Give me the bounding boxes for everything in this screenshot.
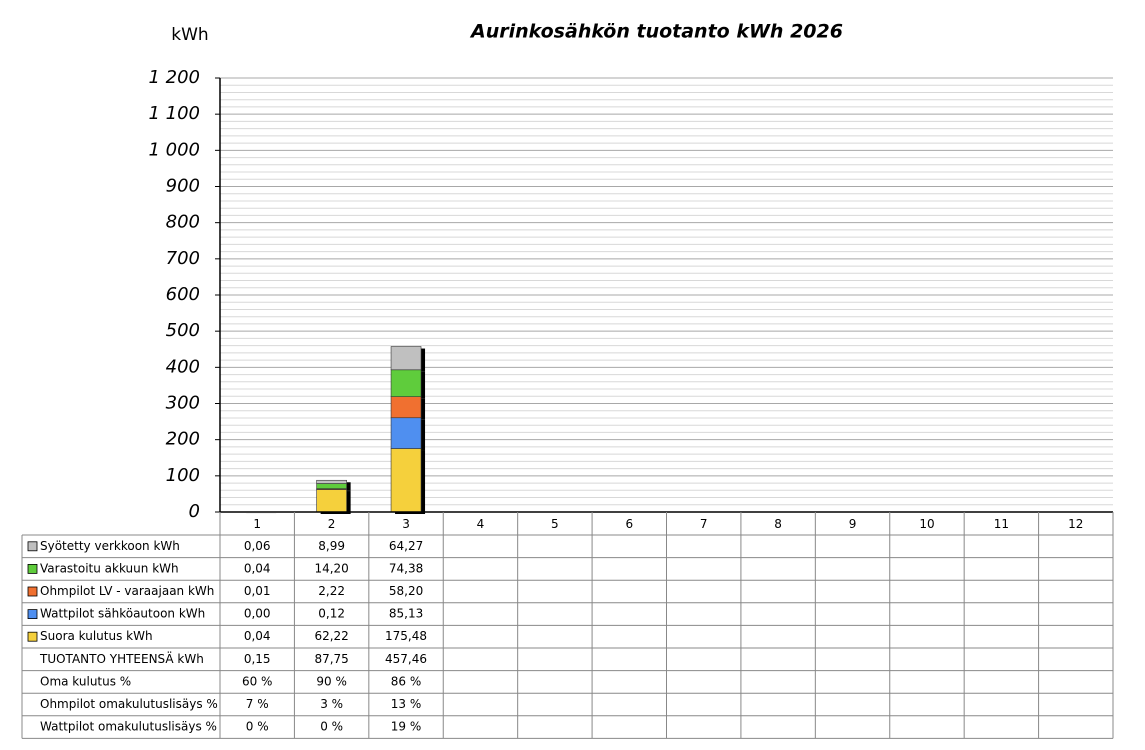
table-value: 0,04 (244, 561, 271, 575)
table-value: 175,48 (385, 629, 427, 643)
x-tick-label: 4 (477, 517, 485, 531)
bar-segment (316, 479, 347, 484)
x-tick-label: 11 (994, 517, 1009, 531)
table-value: 64,27 (389, 539, 423, 553)
y-tick-label: 200 (166, 429, 200, 450)
row-label: Ohmpilot omakulutuslisäys % (40, 697, 218, 711)
table-value: 7 % (246, 697, 269, 711)
table-value: 0 % (246, 720, 269, 734)
y-tick-label: 500 (166, 320, 200, 341)
bar-segment (390, 369, 422, 397)
legend-label: Varastoitu akkuun kWh (40, 561, 179, 575)
x-tick-label: 8 (774, 517, 782, 531)
table-value: 3 % (320, 697, 343, 711)
x-tick-label: 12 (1068, 517, 1083, 531)
table-value: 8,99 (318, 539, 345, 553)
bar-segment (390, 396, 422, 419)
table-value: 74,38 (389, 561, 423, 575)
legend-label: Syötetty verkkoon kWh (40, 539, 180, 553)
legend-swatch (27, 564, 38, 574)
table-value: 19 % (391, 720, 422, 734)
y-tick-label: 700 (166, 248, 200, 269)
y-tick-label: 1 000 (148, 139, 200, 160)
table-value: 0,12 (318, 607, 345, 621)
x-tick-label: 7 (700, 517, 708, 531)
bar-segment (390, 448, 422, 513)
legend-swatch (27, 586, 38, 597)
row-label: TUOTANTO YHTEENSÄ kWh (39, 651, 204, 666)
legend-swatch (27, 631, 38, 642)
y-tick-label: 600 (166, 284, 200, 305)
row-label: Oma kulutus % (40, 674, 131, 688)
y-tick-label: 0 (189, 501, 200, 522)
table-value: 0 % (320, 720, 343, 734)
chart-title: Aurinkosähkön tuotanto kWh 2026 (469, 21, 843, 43)
table-value: 2,22 (318, 584, 345, 598)
legend-label: Ohmpilot LV - varaajaan kWh (40, 584, 214, 598)
y-tick-label: 1 100 (148, 103, 200, 124)
y-tick-label: 300 (166, 393, 200, 414)
x-tick-label: 3 (402, 517, 410, 531)
y-tick-label: 800 (166, 212, 200, 233)
table-value: 0,04 (244, 629, 271, 643)
legend-swatch (27, 609, 38, 619)
bar-segment (316, 483, 347, 489)
y-tick-label: 900 (166, 176, 200, 197)
y-tick-label: 1 200 (148, 67, 200, 88)
x-tick-label: 9 (849, 517, 857, 531)
bar-segment (390, 417, 422, 449)
table-value: 90 % (316, 674, 347, 688)
legend-label: Suora kulutus kWh (40, 629, 153, 643)
table-value: 0,06 (244, 539, 271, 553)
legend-swatch (27, 541, 38, 552)
x-tick-label: 2 (328, 517, 336, 531)
legend-label: Wattpilot sähköautoon kWh (40, 607, 205, 621)
table-value: 60 % (242, 674, 273, 688)
table-value: 0,01 (244, 584, 271, 598)
y-axis-label: kWh (171, 25, 208, 45)
table-value: 0,00 (244, 607, 271, 621)
table-value: 13 % (391, 697, 422, 711)
table-value: 58,20 (389, 584, 423, 598)
table-value: 0,15 (244, 652, 271, 666)
table-value: 14,20 (314, 561, 348, 575)
y-tick-label: 400 (166, 356, 200, 377)
x-tick-label: 6 (625, 517, 633, 531)
table-value: 87,75 (314, 652, 348, 666)
x-tick-label: 1 (253, 517, 261, 531)
x-tick-label: 5 (551, 517, 559, 531)
y-tick-label: 100 (166, 465, 200, 486)
table-value: 86 % (391, 674, 422, 688)
row-label: Wattpilot omakulutuslisäys % (40, 720, 217, 734)
table-value: 85,13 (389, 607, 423, 621)
table-value: 457,46 (385, 652, 427, 666)
table-value: 62,22 (314, 629, 348, 643)
x-tick-label: 10 (919, 517, 934, 531)
bar-segment (316, 489, 347, 513)
bar-segment (390, 346, 422, 371)
